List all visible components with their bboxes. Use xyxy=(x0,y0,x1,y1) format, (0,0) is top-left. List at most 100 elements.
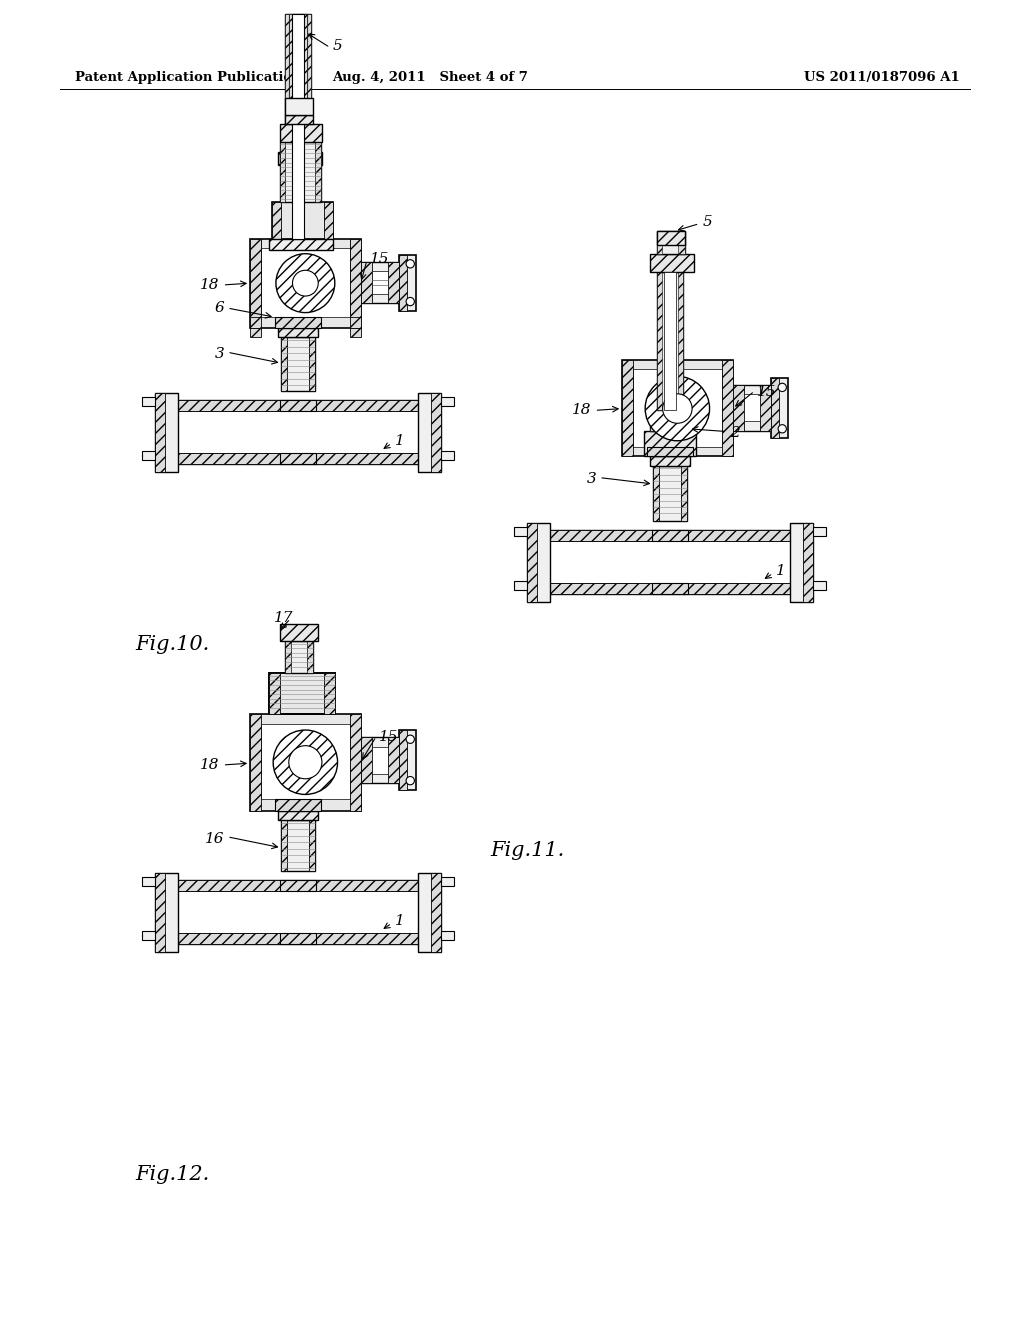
Polygon shape xyxy=(285,13,290,152)
Polygon shape xyxy=(527,523,551,602)
Polygon shape xyxy=(278,810,318,820)
Polygon shape xyxy=(440,397,455,407)
Polygon shape xyxy=(623,360,732,457)
Polygon shape xyxy=(399,255,416,310)
Polygon shape xyxy=(250,329,261,338)
Polygon shape xyxy=(657,272,662,411)
Polygon shape xyxy=(653,466,686,521)
Text: 18: 18 xyxy=(201,279,220,292)
Text: 6: 6 xyxy=(215,301,224,315)
Polygon shape xyxy=(292,13,304,239)
Polygon shape xyxy=(282,165,287,220)
Polygon shape xyxy=(349,329,360,338)
Polygon shape xyxy=(670,531,804,541)
Polygon shape xyxy=(681,466,686,521)
Text: 18: 18 xyxy=(572,404,592,417)
Polygon shape xyxy=(165,453,178,465)
Polygon shape xyxy=(360,261,372,304)
Polygon shape xyxy=(298,400,431,411)
Text: 2: 2 xyxy=(730,426,739,441)
Polygon shape xyxy=(165,411,431,453)
Polygon shape xyxy=(431,392,440,471)
Polygon shape xyxy=(278,152,322,165)
Polygon shape xyxy=(250,714,261,810)
Polygon shape xyxy=(250,714,360,810)
Polygon shape xyxy=(250,239,261,317)
Polygon shape xyxy=(418,873,440,952)
Polygon shape xyxy=(372,271,388,294)
Polygon shape xyxy=(268,239,333,249)
Polygon shape xyxy=(349,239,360,317)
Polygon shape xyxy=(156,873,165,952)
Polygon shape xyxy=(440,878,455,887)
Polygon shape xyxy=(280,143,285,202)
Polygon shape xyxy=(399,255,407,310)
Polygon shape xyxy=(732,384,771,430)
Polygon shape xyxy=(178,400,298,411)
Polygon shape xyxy=(651,583,688,594)
Polygon shape xyxy=(685,411,690,430)
Polygon shape xyxy=(165,933,178,944)
Polygon shape xyxy=(250,239,360,329)
Polygon shape xyxy=(282,820,314,871)
Polygon shape xyxy=(298,933,431,944)
Polygon shape xyxy=(633,370,722,447)
Polygon shape xyxy=(285,13,311,152)
Circle shape xyxy=(407,260,415,268)
Circle shape xyxy=(289,746,322,779)
Polygon shape xyxy=(537,541,804,583)
Polygon shape xyxy=(307,640,312,673)
Text: Patent Application Publication: Patent Application Publication xyxy=(75,71,302,84)
Polygon shape xyxy=(650,253,694,272)
Circle shape xyxy=(407,735,415,743)
Polygon shape xyxy=(165,400,178,411)
Polygon shape xyxy=(261,248,349,317)
Circle shape xyxy=(778,383,786,392)
Polygon shape xyxy=(527,523,537,602)
Circle shape xyxy=(645,376,710,441)
Text: 3: 3 xyxy=(587,473,596,486)
Polygon shape xyxy=(743,393,760,421)
Polygon shape xyxy=(272,202,282,239)
Circle shape xyxy=(407,297,415,306)
Circle shape xyxy=(275,253,335,313)
Polygon shape xyxy=(280,933,316,944)
Polygon shape xyxy=(722,360,732,457)
Polygon shape xyxy=(250,239,261,329)
Polygon shape xyxy=(285,640,291,673)
Polygon shape xyxy=(165,933,431,944)
Polygon shape xyxy=(670,583,804,594)
Polygon shape xyxy=(272,202,333,239)
Polygon shape xyxy=(278,329,318,338)
Polygon shape xyxy=(678,272,683,411)
Polygon shape xyxy=(732,384,743,430)
Polygon shape xyxy=(647,447,693,457)
Polygon shape xyxy=(261,723,349,799)
Polygon shape xyxy=(280,880,316,891)
Polygon shape xyxy=(309,338,314,391)
Polygon shape xyxy=(771,379,787,438)
Polygon shape xyxy=(268,673,335,714)
Polygon shape xyxy=(813,581,826,590)
Polygon shape xyxy=(372,747,388,775)
Polygon shape xyxy=(275,799,321,810)
Polygon shape xyxy=(537,583,804,594)
Polygon shape xyxy=(178,453,298,465)
Polygon shape xyxy=(289,13,293,124)
Polygon shape xyxy=(360,261,399,304)
Circle shape xyxy=(407,776,415,785)
Polygon shape xyxy=(282,820,287,871)
Text: US 2011/0187096 A1: US 2011/0187096 A1 xyxy=(804,71,961,84)
Polygon shape xyxy=(315,143,321,202)
Polygon shape xyxy=(790,523,813,602)
Polygon shape xyxy=(298,453,431,465)
Polygon shape xyxy=(298,880,431,891)
Polygon shape xyxy=(285,640,312,673)
Polygon shape xyxy=(165,880,431,891)
Polygon shape xyxy=(431,873,440,952)
Polygon shape xyxy=(651,531,688,541)
Polygon shape xyxy=(303,13,307,124)
Circle shape xyxy=(778,425,786,433)
Polygon shape xyxy=(760,384,771,430)
Polygon shape xyxy=(650,457,690,466)
